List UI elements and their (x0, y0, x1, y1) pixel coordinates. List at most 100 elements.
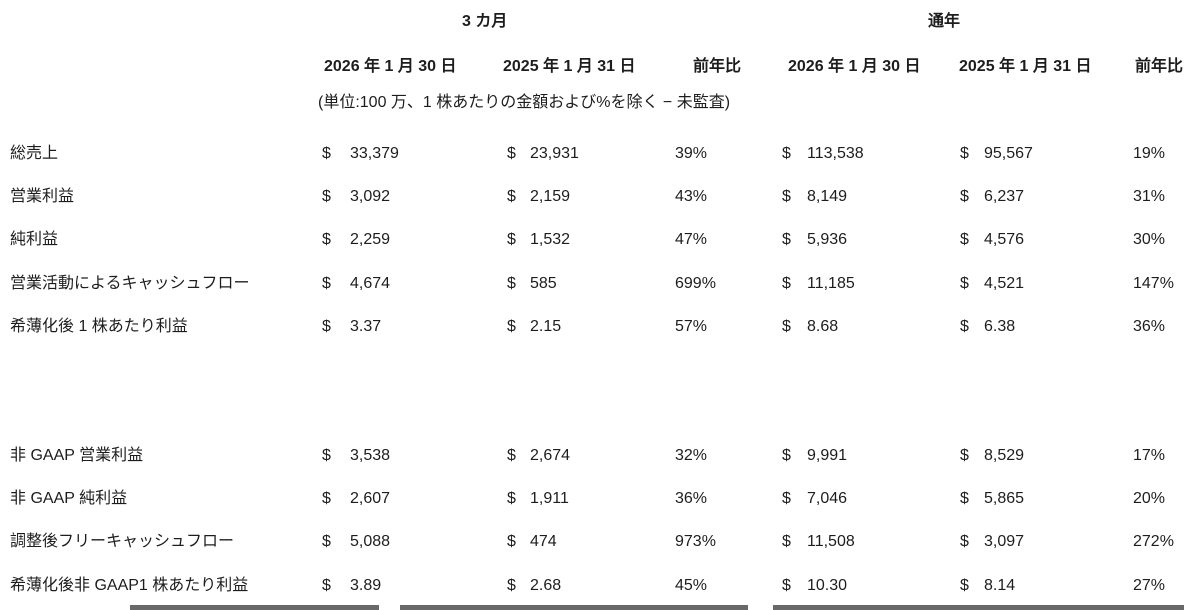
value-fy-yoy: 147% (1133, 274, 1174, 292)
value-fy-2026: 5,936 (807, 231, 848, 249)
value-fy-2025: 8,529 (984, 447, 1025, 464)
value-fy-2025: 6,237 (984, 188, 1025, 206)
dollar-sign: $ (960, 145, 969, 162)
group-header-full-year: 通年 (928, 13, 961, 30)
value-q-yoy: 47% (675, 231, 708, 249)
value-fy-yoy: 36% (1133, 317, 1166, 335)
value-q-2025: 23,931 (530, 145, 579, 162)
value-fy-2026: 9,991 (807, 447, 848, 464)
value-q-2026: 5,088 (350, 533, 391, 551)
value-fy-yoy: 272% (1133, 533, 1174, 551)
dollar-sign: $ (322, 533, 331, 551)
dollar-sign: $ (322, 317, 331, 335)
dollar-sign: $ (507, 274, 516, 292)
dollar-sign: $ (960, 576, 969, 594)
value-q-yoy: 57% (675, 317, 708, 335)
column-header-q-yoy: 前年比 (693, 58, 742, 75)
row-label: 非 GAAP 営業利益 (10, 447, 144, 464)
value-fy-2025: 6.38 (984, 317, 1016, 335)
value-q-2025: 1,911 (530, 490, 569, 508)
table-row: 総売上 $ 33,379 $ 23,931 39% $ 113,538 $ 95… (0, 145, 1200, 188)
dollar-sign: $ (782, 317, 791, 335)
value-q-yoy: 973% (675, 533, 716, 551)
value-q-2026: 2,259 (350, 231, 391, 249)
table-row: 営業活動によるキャッシュフロー $ 4,674 $ 585 699% $ 11,… (0, 275, 1200, 318)
dollar-sign: $ (960, 231, 969, 249)
dollar-sign: $ (507, 490, 516, 508)
value-fy-2025: 5,865 (984, 490, 1025, 508)
dollar-sign: $ (507, 145, 516, 162)
value-fy-2026: 11,508 (807, 533, 855, 551)
dollar-sign: $ (507, 533, 516, 551)
dollar-sign: $ (960, 317, 969, 335)
dollar-sign: $ (507, 576, 516, 594)
table-row: 非 GAAP 営業利益 $ 3,538 $ 2,674 32% $ 9,991 … (0, 447, 1200, 490)
dollar-sign: $ (960, 490, 969, 508)
row-label: 営業活動によるキャッシュフロー (10, 274, 250, 292)
table-row: 純利益 $ 2,259 $ 1,532 47% $ 5,936 $ 4,576 … (0, 231, 1200, 274)
dollar-sign: $ (782, 231, 791, 249)
value-q-2025: 2,674 (530, 447, 571, 464)
value-fy-yoy: 20% (1133, 490, 1166, 508)
dollar-sign: $ (782, 447, 791, 464)
column-header-fy-yoy: 前年比 (1135, 58, 1184, 75)
column-header-q-2025: 2025 年 1 月 31 日 (503, 58, 636, 75)
value-fy-2026: 8.68 (807, 317, 839, 335)
dollar-sign: $ (507, 231, 516, 249)
table-row: 非 GAAP 純利益 $ 2,607 $ 1,911 36% $ 7,046 $… (0, 490, 1200, 533)
row-label: 営業利益 (10, 188, 75, 206)
value-fy-yoy: 30% (1133, 231, 1166, 249)
dollar-sign: $ (782, 188, 791, 206)
non-gaap-rows-section: 非 GAAP 営業利益 $ 3,538 $ 2,674 32% $ 9,991 … (0, 447, 1200, 610)
value-q-yoy: 36% (675, 490, 708, 508)
value-q-2025: 2.15 (530, 317, 562, 335)
value-q-2025: 474 (530, 533, 557, 551)
dollar-sign: $ (782, 145, 791, 162)
dollar-sign: $ (322, 490, 331, 508)
value-fy-2025: 4,576 (984, 231, 1025, 249)
value-q-2026: 2,607 (350, 490, 391, 508)
column-header-fy-2026: 2026 年 1 月 30 日 (788, 58, 921, 75)
value-q-yoy: 699% (675, 274, 716, 292)
value-fy-yoy: 19% (1133, 145, 1166, 162)
table-row: 営業利益 $ 3,092 $ 2,159 43% $ 8,149 $ 6,237… (0, 188, 1200, 231)
dollar-sign: $ (322, 188, 331, 206)
group-header-three-months: 3 カ月 (462, 13, 508, 30)
dollar-sign: $ (322, 274, 331, 292)
cutoff-content-bar (773, 605, 1184, 610)
dollar-sign: $ (507, 447, 516, 464)
value-fy-2025: 95,567 (984, 145, 1033, 162)
value-q-2026: 3,092 (350, 188, 391, 206)
dollar-sign: $ (782, 576, 791, 594)
value-fy-2025: 8.14 (984, 576, 1016, 594)
column-header-fy-2025: 2025 年 1 月 31 日 (959, 58, 1092, 75)
dollar-sign: $ (960, 274, 969, 292)
row-label: 希薄化後 1 株あたり利益 (10, 317, 188, 335)
value-q-2025: 1,532 (530, 231, 571, 249)
table-row: 希薄化後非 GAAP1 株あたり利益 $ 3.89 $ 2.68 45% $ 1… (0, 577, 1200, 610)
value-fy-2026: 8,149 (807, 188, 848, 206)
value-q-2026: 3,538 (350, 447, 391, 464)
value-q-2025: 2,159 (530, 188, 571, 206)
value-fy-2026: 10.30 (807, 576, 848, 594)
row-label: 希薄化後非 GAAP1 株あたり利益 (10, 576, 249, 594)
value-q-yoy: 32% (675, 447, 708, 464)
value-q-2025: 585 (530, 274, 557, 292)
row-label: 調整後フリーキャッシュフロー (10, 533, 235, 551)
dollar-sign: $ (507, 188, 516, 206)
value-q-yoy: 39% (675, 145, 708, 162)
dollar-sign: $ (960, 188, 969, 206)
dollar-sign: $ (782, 274, 791, 292)
value-q-yoy: 45% (675, 576, 708, 594)
value-q-2025: 2.68 (530, 576, 562, 594)
cutoff-content-bar (130, 605, 379, 610)
row-label: 純利益 (10, 231, 59, 249)
value-q-2026: 3.89 (350, 576, 382, 594)
value-fy-2025: 4,521 (984, 274, 1025, 292)
dollar-sign: $ (960, 533, 969, 551)
row-label: 総売上 (10, 145, 59, 162)
value-q-2026: 4,674 (350, 274, 391, 292)
table-row: 調整後フリーキャッシュフロー $ 5,088 $ 474 973% $ 11,5… (0, 533, 1200, 576)
dollar-sign: $ (322, 447, 331, 464)
